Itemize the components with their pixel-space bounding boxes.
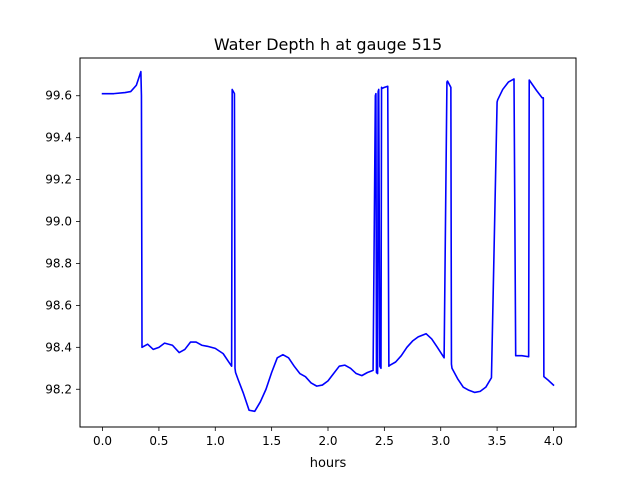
y-tick-label: 99.6 — [45, 89, 72, 103]
x-axis-label: hours — [310, 456, 347, 471]
chart-title: Water Depth h at gauge 515 — [214, 35, 442, 54]
plot-area: 0.0 0.5 1.0 1.5 2.0 2.5 3.0 3.5 4.0 98.2 98.4 98.6 9… — [45, 57, 577, 448]
y-tick-label: 99.2 — [45, 173, 72, 187]
x-tick-label: 2.0 — [318, 434, 337, 448]
x-tick-label: 3.0 — [431, 434, 450, 448]
x-tick-label: 4.0 — [544, 434, 563, 448]
y-tick-label: 98.8 — [45, 256, 72, 270]
x-tick-label: 3.5 — [488, 434, 507, 448]
y-tick-label: 98.6 — [45, 298, 72, 312]
y-tick-label: 98.2 — [45, 382, 72, 396]
x-tick-label: 1.0 — [206, 434, 225, 448]
x-tick-label: 0.0 — [93, 434, 112, 448]
series-line-0 — [101, 70, 555, 413]
x-tick-label: 0.5 — [149, 434, 168, 448]
x-tick-label: 1.5 — [262, 434, 281, 448]
y-tick-label: 99.4 — [45, 131, 72, 145]
x-tick-label: 2.5 — [375, 434, 394, 448]
y-tick-label: 98.4 — [45, 340, 72, 354]
y-tick-label: 99.0 — [45, 215, 72, 229]
